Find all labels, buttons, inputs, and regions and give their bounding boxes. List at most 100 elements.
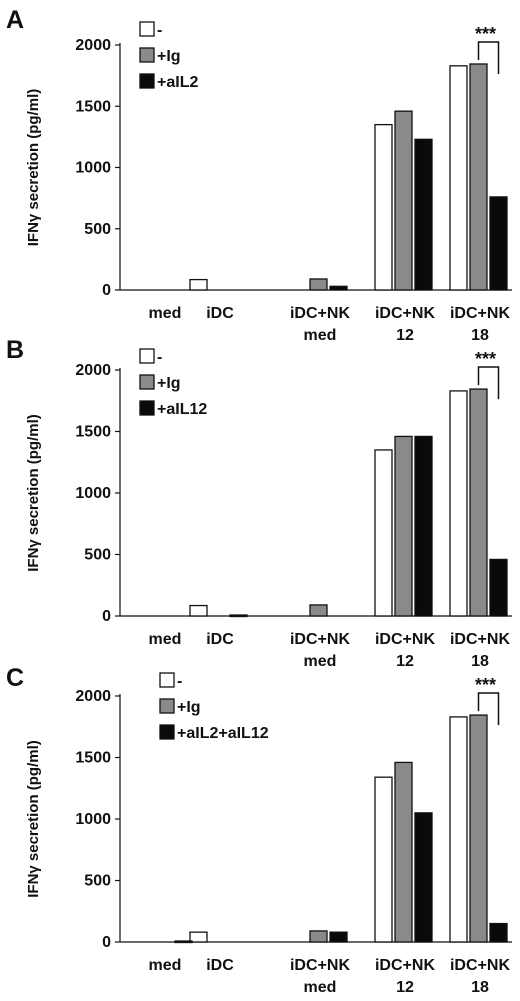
bar: [414, 435, 433, 617]
bar: [469, 714, 488, 943]
x-category-label: iDC+NK: [450, 631, 510, 648]
significance-label: ***: [475, 24, 496, 44]
legend-label: +Ig: [177, 699, 201, 716]
bar: [309, 930, 328, 943]
y-tick-label: 500: [84, 547, 111, 564]
legend-label: -: [157, 22, 162, 39]
panel-letter: B: [6, 336, 24, 364]
legend-swatch: [159, 672, 175, 688]
bar: [489, 922, 508, 943]
bar: [414, 138, 433, 291]
x-category-label: med: [149, 631, 182, 648]
panel-letter: A: [6, 6, 24, 34]
legend-label: +aIL12: [157, 401, 207, 418]
x-category-label: iDC: [206, 305, 234, 322]
bar: [329, 931, 348, 943]
bar: [394, 110, 413, 291]
x-category-label: med: [304, 979, 337, 996]
bar: [309, 604, 328, 617]
x-category-label: iDC: [206, 631, 234, 648]
x-category-label: med: [304, 327, 337, 344]
bar: [189, 278, 208, 291]
legend-swatch: [139, 21, 155, 37]
y-tick-label: 1000: [75, 485, 111, 502]
x-category-label: med: [149, 957, 182, 974]
legend-swatch: [139, 73, 155, 89]
legend-label: +aIL2+aIL12: [177, 725, 269, 742]
legend-swatch: [139, 374, 155, 390]
y-tick-label: 2000: [75, 688, 111, 705]
x-category-label: iDC+NK: [290, 957, 350, 974]
x-category-label: 18: [471, 327, 489, 344]
y-tick-label: 1500: [75, 750, 111, 767]
y-tick-label: 1000: [75, 160, 111, 177]
bar: [189, 931, 208, 943]
x-category-label: iDC+NK: [375, 631, 435, 648]
y-tick-label: 1500: [75, 98, 111, 115]
legend-swatch: [159, 724, 175, 740]
bar: [309, 278, 328, 291]
y-tick-label: 0: [102, 282, 111, 299]
bar: [374, 776, 393, 943]
y-tick-label: 0: [102, 608, 111, 625]
y-axis-label: IFNγ secretion (pg/ml): [25, 740, 42, 898]
x-category-label: 12: [396, 653, 414, 670]
x-category-label: iDC+NK: [375, 957, 435, 974]
bar: [489, 558, 508, 617]
significance-bracket: [477, 692, 500, 726]
x-category-label: iDC+NK: [290, 305, 350, 322]
x-category-label: med: [304, 653, 337, 670]
x-category-label: 12: [396, 327, 414, 344]
bar: [394, 435, 413, 617]
bar: [394, 761, 413, 943]
legend-label: -: [157, 349, 162, 366]
y-tick-label: 2000: [75, 37, 111, 54]
legend-label: +aIL2: [157, 74, 198, 91]
legend-label: -: [177, 673, 182, 690]
bar: [469, 388, 488, 617]
y-tick-label: 1500: [75, 424, 111, 441]
panel-c: C 0 500 1000 1500 2000 IFNγ secretion (pg/ml) m…: [6, 664, 512, 996]
bar: [414, 812, 433, 943]
y-axis-label: IFNγ secretion (pg/ml): [25, 414, 42, 572]
legend-swatch: [139, 47, 155, 63]
panel-b: B 0 500 1000 1500 2000 IFNγ secretion (pg/ml) m…: [6, 336, 512, 670]
bar: [329, 285, 348, 291]
significance-bracket: [477, 366, 500, 400]
y-axis-label: IFNγ secretion (pg/ml): [25, 89, 42, 247]
x-category-label: 18: [471, 653, 489, 670]
bar: [374, 449, 393, 617]
bar: [489, 196, 508, 291]
bar: [449, 65, 468, 291]
y-tick-label: 0: [102, 934, 111, 951]
x-category-label: iDC+NK: [290, 631, 350, 648]
significance-bracket: [477, 41, 500, 74]
x-category-label: med: [149, 305, 182, 322]
legend-label: +Ig: [157, 375, 181, 392]
legend-label: +Ig: [157, 48, 181, 65]
bar: [374, 123, 393, 291]
x-category-label: iDC: [206, 957, 234, 974]
bar: [174, 940, 193, 944]
bar: [449, 716, 468, 943]
x-category-label: 12: [396, 979, 414, 996]
legend-swatch: [159, 698, 175, 714]
y-tick-label: 500: [84, 873, 111, 890]
bar: [449, 390, 468, 617]
x-category-label: 18: [471, 979, 489, 996]
panel-a: A 0 500 1000 1500 2000 IFNγ secretion (pg/ml) m…: [6, 6, 512, 344]
x-category-label: iDC+NK: [450, 305, 510, 322]
significance-label: ***: [475, 349, 496, 369]
y-tick-label: 1000: [75, 811, 111, 828]
legend-swatch: [139, 348, 155, 364]
bar: [189, 604, 208, 617]
panel-letter: C: [6, 664, 24, 692]
significance-label: ***: [475, 675, 496, 695]
legend-swatch: [139, 400, 155, 416]
y-tick-label: 2000: [75, 362, 111, 379]
y-tick-label: 500: [84, 221, 111, 238]
bar: [229, 614, 248, 618]
x-category-label: iDC+NK: [375, 305, 435, 322]
bar: [469, 63, 488, 291]
